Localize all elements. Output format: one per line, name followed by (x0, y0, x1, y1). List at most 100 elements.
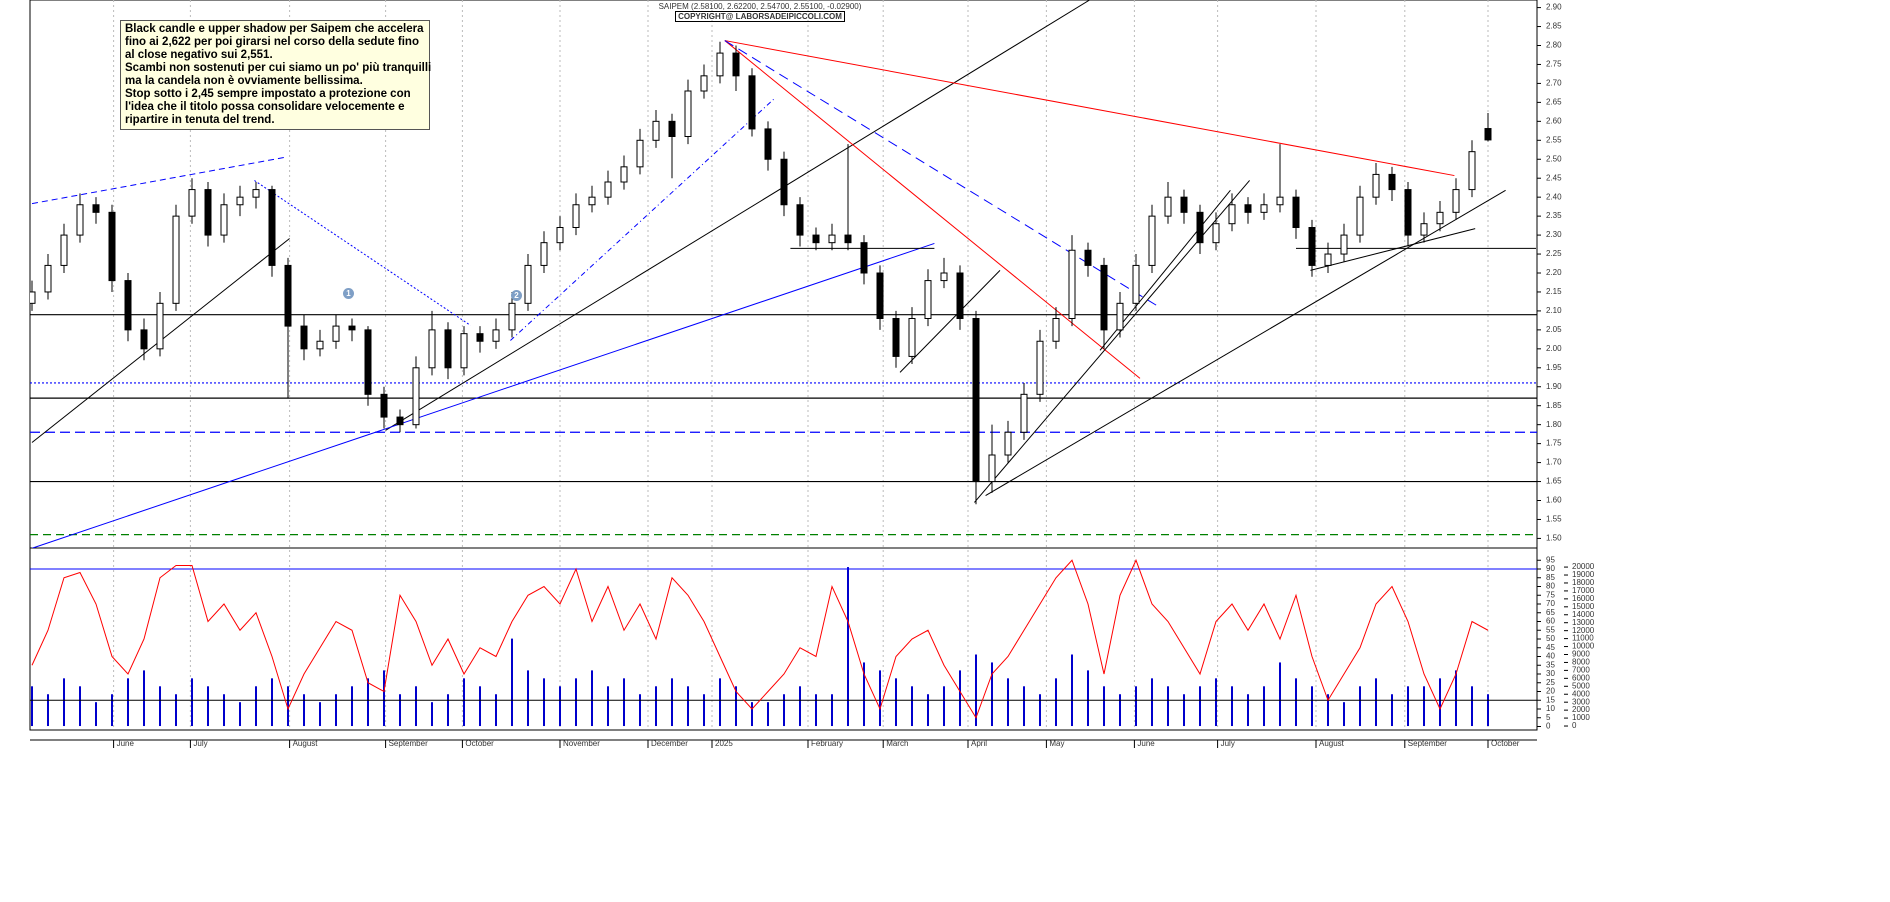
y-tick-label: 2.30 (1546, 230, 1562, 239)
circle-label: 2 (511, 290, 522, 301)
candle-body (172, 215, 180, 304)
y-tick-label: 2.40 (1546, 192, 1562, 201)
candle-body (428, 329, 436, 369)
annotation-line: Scambi non sostenuti per cui siamo un po… (125, 62, 432, 74)
trend-line (510, 98, 775, 341)
candle-body (60, 234, 68, 266)
candle-body (1052, 318, 1060, 342)
trend-line (985, 189, 1506, 497)
volume-tick-label: 3000 (1572, 697, 1590, 706)
y-tick-label: 2.85 (1546, 22, 1562, 31)
candle-body (1228, 204, 1236, 225)
annotation-box: Black candle e upper shadow per Saipem c… (120, 20, 432, 130)
volume-bar (959, 670, 961, 727)
rsi-tick-label: 25 (1546, 678, 1555, 687)
rsi-tick-label: 75 (1546, 590, 1555, 599)
rsi-tick-label: 35 (1546, 660, 1555, 669)
copyright: COPYRIGHT@ LABORSADEIPICCOLI.COM (675, 11, 845, 22)
x-tick-label: June (117, 739, 135, 748)
y-tick-label: 2.70 (1546, 79, 1562, 88)
annotation-line: Black candle e upper shadow per Saipem c… (125, 23, 424, 35)
y-tick-label: 2.75 (1546, 60, 1562, 69)
y-tick-label: 2.45 (1546, 173, 1562, 182)
candle-body (1244, 204, 1252, 213)
volume-bar (1055, 678, 1057, 727)
x-tick-label: March (886, 739, 908, 748)
volume-tick-label: 4000 (1572, 689, 1590, 698)
candle-body (1004, 431, 1012, 456)
y-tick-label: 1.80 (1546, 420, 1562, 429)
volume-bar (911, 686, 913, 727)
candle-body (1420, 223, 1428, 236)
candle-body (828, 234, 836, 244)
volume-bar (655, 686, 657, 727)
y-tick-label: 2.10 (1546, 306, 1562, 315)
x-tick-label: February (811, 739, 843, 748)
volume-bar (1407, 686, 1409, 727)
volume-bar (63, 678, 65, 727)
volume-tick-label: 12000 (1572, 626, 1595, 635)
volume-tick-label: 10000 (1572, 642, 1595, 651)
volume-bar (767, 702, 769, 727)
volume-bar (735, 686, 737, 727)
volume-bar (991, 662, 993, 727)
x-tick-label: September (389, 739, 428, 748)
volume-bar (1007, 678, 1009, 727)
volume-bar (383, 670, 385, 727)
volume-bar (783, 694, 785, 727)
volume-bar (527, 670, 529, 727)
rsi-tick-label: 50 (1546, 634, 1555, 643)
rsi-tick-label: 15 (1546, 695, 1555, 704)
candle-body (236, 196, 244, 206)
volume-tick-label: 6000 (1572, 673, 1590, 682)
volume-bar (1359, 686, 1361, 727)
trend-line (1310, 228, 1476, 271)
candle-body (268, 189, 276, 266)
volume-tick-label: 17000 (1572, 586, 1595, 595)
volume-bar (1311, 686, 1313, 727)
volume-bar (687, 686, 689, 727)
volume-bar (1471, 686, 1473, 727)
candle-body (348, 325, 356, 331)
candle-body (1436, 211, 1444, 225)
volume-bar (447, 694, 449, 727)
volume-bar (1455, 670, 1457, 727)
candle-body (1148, 215, 1156, 266)
volume-bar (463, 678, 465, 727)
circle-label: 1 (343, 288, 354, 299)
rsi-tick-label: 90 (1546, 564, 1555, 573)
candle-body (44, 264, 52, 293)
candle-body (1276, 196, 1284, 206)
candle-body (508, 302, 516, 331)
volume-bar (703, 694, 705, 727)
volume-bar (863, 662, 865, 727)
candle-body (412, 367, 420, 426)
rsi-tick-label: 30 (1546, 669, 1555, 678)
y-tick-label: 2.05 (1546, 325, 1562, 334)
volume-tick-label: 15000 (1572, 602, 1595, 611)
candle-body (1260, 204, 1268, 213)
axes: 1.50 1.55 1.60 1.65 1.70 1.75 1.80 1.85 1.90 1.95… (113, 3, 1595, 748)
volume-bar (1215, 678, 1217, 727)
rsi-tick-label: 5 (1546, 713, 1551, 722)
candle-body (796, 204, 804, 236)
candle-body (92, 204, 100, 213)
y-tick-label: 1.60 (1546, 496, 1562, 505)
rsi-tick-label: 85 (1546, 573, 1555, 582)
candle-body (684, 90, 692, 137)
candle-body (572, 204, 580, 228)
candle-body (604, 181, 612, 198)
volume-bar (175, 694, 177, 727)
rsi-tick-label: 65 (1546, 608, 1555, 617)
volume-tick-label: 18000 (1572, 578, 1595, 587)
candle-body (1116, 302, 1124, 331)
y-tick-label: 2.00 (1546, 344, 1562, 353)
annotation-line: ma la candela non è ovviamente bellissim… (125, 75, 363, 87)
volume-tick-label: 13000 (1572, 618, 1595, 627)
volume-bar (31, 686, 33, 727)
y-tick-label: 2.35 (1546, 211, 1562, 220)
volume-bar (1391, 694, 1393, 727)
annotation-line: ripartire in tenuta del trend. (125, 114, 275, 126)
